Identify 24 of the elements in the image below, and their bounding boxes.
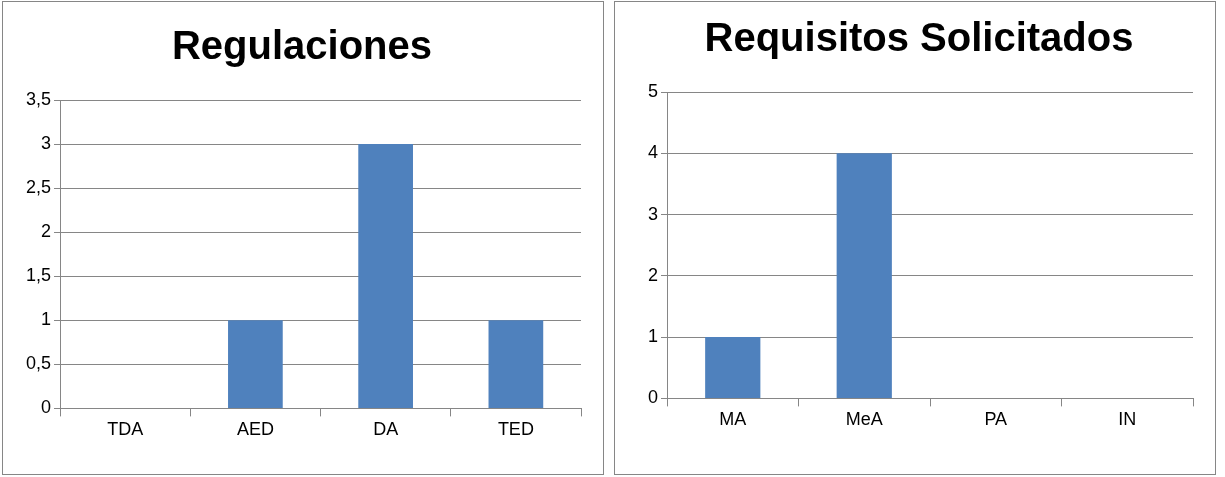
y-tick-label: 1,5 (25, 265, 52, 286)
y-tick-label: 3 (648, 203, 659, 224)
y-tick-label: 3 (41, 133, 52, 154)
y-tick-label: 1 (41, 309, 52, 330)
x-tick-label: TED (497, 419, 534, 440)
y-tick-label: 2 (648, 264, 659, 285)
x-tick-label: TDA (107, 419, 144, 440)
x-tick-label: AED (236, 419, 274, 440)
x-tick-label: PA (984, 409, 1008, 430)
x-tick-label: DA (373, 419, 399, 440)
x-tick-label: MA (719, 409, 747, 430)
y-tick-label: 2,5 (25, 177, 52, 198)
y-tick-label: 4 (648, 142, 659, 163)
y-tick-label: 0 (648, 387, 659, 408)
y-tick-label: 5 (648, 80, 659, 101)
x-tick-label: MeA (845, 409, 883, 430)
x-tick-label: IN (1118, 409, 1137, 430)
y-tick-label: 0,5 (25, 353, 52, 374)
y-tick-label: 2 (41, 221, 52, 242)
y-tick-label: 1 (648, 326, 659, 347)
chart-title: Requisitos Solicitados (704, 15, 1134, 60)
y-tick-label: 3,5 (25, 88, 52, 109)
y-tick-label: 0 (41, 397, 52, 418)
chart-title: Regulaciones (171, 23, 433, 68)
